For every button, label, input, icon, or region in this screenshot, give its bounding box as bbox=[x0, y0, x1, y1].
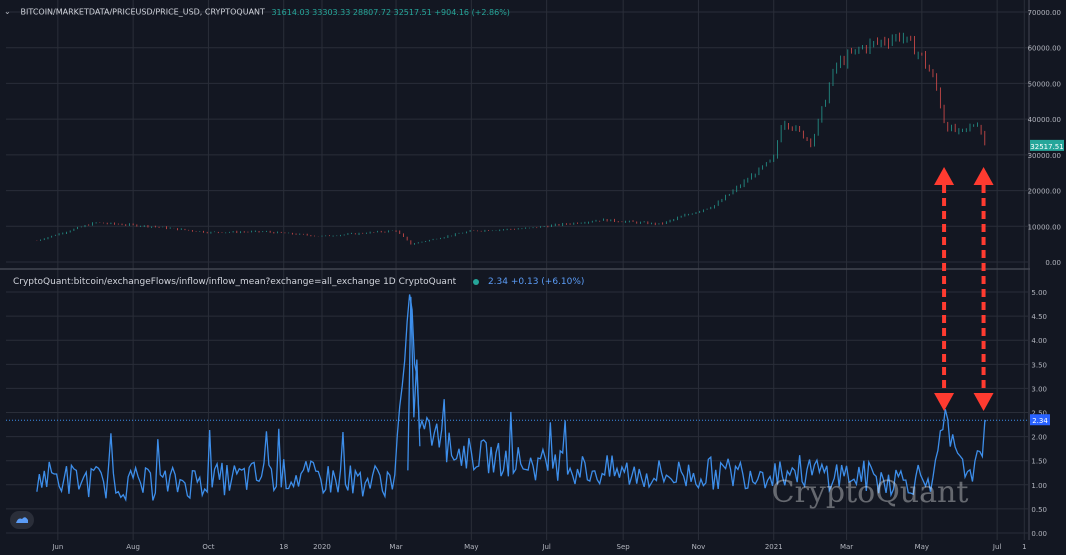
y-tick-label: 0.00 bbox=[1031, 530, 1047, 538]
status-dot-icon bbox=[473, 278, 480, 285]
x-tick-label: May bbox=[464, 543, 478, 551]
arrow-head-down bbox=[973, 393, 994, 411]
cryptoquant-logo-icon[interactable] bbox=[10, 511, 34, 529]
y-tick-label: 50000.00 bbox=[1028, 80, 1061, 88]
inflow-spike bbox=[407, 296, 421, 471]
y-tick-label: 5.00 bbox=[1031, 289, 1047, 297]
inflow-mean-series bbox=[6, 294, 1028, 502]
price-series bbox=[36, 32, 986, 245]
last-price-badge bbox=[1030, 139, 1064, 151]
grid bbox=[0, 0, 1030, 540]
y-tick-label: 60000.00 bbox=[1028, 45, 1061, 53]
y-tick-label: 4.50 bbox=[1031, 313, 1047, 321]
x-tick-label: May bbox=[915, 543, 929, 551]
x-tick-label: Jul bbox=[992, 543, 1002, 551]
y-tick-label: 40000.00 bbox=[1028, 116, 1061, 124]
y-tick-label: 2.00 bbox=[1031, 434, 1047, 442]
x-tick-label: 18 bbox=[279, 543, 288, 551]
y-tick-label: 1.50 bbox=[1031, 458, 1047, 466]
y-tick-label: 0.00 bbox=[1045, 259, 1061, 267]
axes: 0.00 10000.00 20000.00 30000.00 40000.00 5000… bbox=[51, 9, 1064, 551]
y-tick-label: 30000.00 bbox=[1028, 152, 1061, 160]
indicator-value: 2.34 +0.13 (+6.10%) bbox=[487, 277, 585, 287]
last-indicator-label: 2.34 bbox=[1032, 417, 1048, 425]
x-tick-label: Mar bbox=[389, 543, 402, 551]
x-tick-label: Nov bbox=[692, 543, 706, 551]
last-price-label: 32517.51 bbox=[1030, 143, 1063, 151]
x-tick-label: 2021 bbox=[765, 543, 783, 551]
arrow-head-down bbox=[934, 393, 955, 411]
y-tick-label: 70000.00 bbox=[1028, 9, 1061, 17]
x-tick-label: Jul bbox=[541, 543, 551, 551]
chevron-down-icon[interactable]: ⌄ bbox=[4, 7, 11, 16]
arrow-head-up bbox=[934, 167, 955, 185]
x-tick-label: Oct bbox=[202, 543, 214, 551]
indicator-name: CryptoQuant:bitcoin/exchangeFlows/inflow… bbox=[13, 277, 457, 287]
price-header: ⌄ BITCOIN/MARKETDATA/PRICEUSD/PRICE_USD,… bbox=[4, 7, 510, 17]
x-tick-label: Mar bbox=[840, 543, 853, 551]
y-tick-label: 10000.00 bbox=[1028, 223, 1061, 231]
last-indicator-badge bbox=[1030, 414, 1050, 426]
y-tick-label: 2.50 bbox=[1031, 410, 1047, 418]
watermark: CryptoQuant bbox=[772, 475, 969, 510]
y-tick-label: 3.50 bbox=[1031, 361, 1047, 369]
y-tick-label: 3.00 bbox=[1031, 385, 1047, 393]
x-tick-label: Jun bbox=[51, 543, 63, 551]
inflow-mean-line bbox=[36, 294, 987, 502]
x-tick-label: Sep bbox=[617, 543, 631, 551]
y-tick-label: 1.00 bbox=[1031, 482, 1047, 490]
annotation-arrows bbox=[934, 167, 994, 411]
arrow-head-up bbox=[973, 167, 994, 185]
x-tick-label: 2020 bbox=[313, 543, 331, 551]
x-tick-label: 1 bbox=[1022, 543, 1026, 551]
ohlc-values: 31614.03 33303.33 28807.72 32517.51 +904… bbox=[271, 7, 510, 17]
y-tick-label: 0.50 bbox=[1031, 506, 1047, 514]
x-tick-label: Aug bbox=[126, 543, 140, 551]
symbol-label: BITCOIN/MARKETDATA/PRICEUSD/PRICE_USD, C… bbox=[20, 7, 265, 17]
indicator-header: CryptoQuant:bitcoin/exchangeFlows/inflow… bbox=[13, 277, 584, 287]
y-tick-label: 20000.00 bbox=[1028, 188, 1061, 196]
y-tick-label: 4.00 bbox=[1031, 337, 1047, 345]
